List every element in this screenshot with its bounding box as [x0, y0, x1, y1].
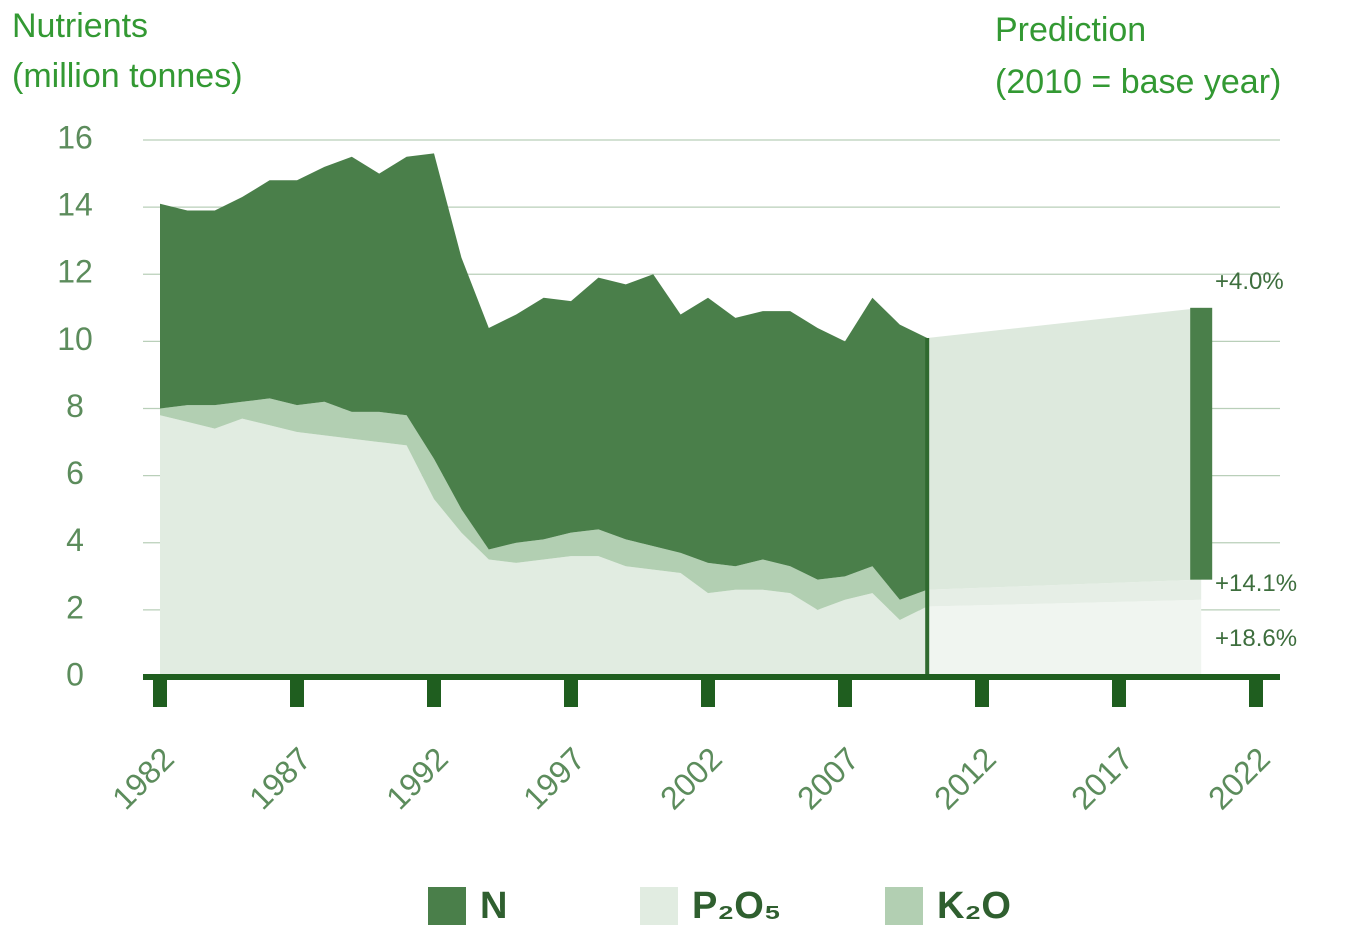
chart-subtitle: (million tonnes)	[12, 57, 243, 95]
legend-swatch	[885, 887, 923, 925]
prediction-label: Prediction	[995, 11, 1146, 49]
legend-label: N	[480, 885, 507, 927]
legend-label: K₂O	[937, 885, 1011, 927]
base-year-line	[925, 338, 930, 677]
x-tick	[1112, 677, 1126, 707]
prediction-band	[927, 307, 1202, 590]
y-tick-label: 8	[66, 388, 84, 424]
x-tick-label: 1997	[516, 740, 592, 816]
annotation: +14.1%	[1215, 570, 1297, 597]
x-tick	[564, 677, 578, 707]
x-tick	[701, 677, 715, 707]
x-tick-label: 2002	[653, 740, 729, 816]
area	[160, 415, 928, 677]
area	[160, 398, 928, 620]
annotation: +4.0%	[1215, 268, 1284, 295]
area	[160, 153, 928, 600]
x-tick	[427, 677, 441, 707]
x-tick-label: 2022	[1201, 740, 1277, 816]
legend-label: P₂O₅	[692, 885, 781, 927]
prediction-band	[927, 579, 1202, 607]
legend-swatch	[640, 887, 678, 925]
x-tick	[153, 677, 167, 707]
y-tick-label: 4	[66, 522, 84, 558]
legend-swatch	[428, 887, 466, 925]
x-tick-label: 2012	[927, 740, 1003, 816]
y-tick-label: 12	[57, 254, 93, 290]
x-tick	[1249, 677, 1263, 707]
chart-title: Nutrients	[12, 7, 148, 45]
prediction-band	[927, 599, 1202, 677]
x-tick-label: 2007	[790, 740, 866, 816]
y-tick-label: 6	[66, 455, 84, 491]
x-tick-label: 1992	[379, 740, 455, 816]
y-tick-label: 14	[57, 187, 93, 223]
prediction-note: (2010 = base year)	[995, 63, 1281, 101]
y-tick-label: 2	[66, 589, 84, 625]
y-tick-label: 0	[66, 656, 84, 692]
x-tick	[290, 677, 304, 707]
annotation: +18.6%	[1215, 625, 1297, 652]
x-tick-label: 1987	[242, 740, 318, 816]
y-tick-label: 10	[57, 321, 93, 357]
x-tick-label: 2017	[1064, 740, 1140, 816]
x-tick	[838, 677, 852, 707]
prediction-bar	[1190, 307, 1213, 580]
x-tick-label: 1982	[105, 740, 181, 816]
x-tick	[975, 677, 989, 707]
y-tick-label: 16	[57, 119, 93, 155]
